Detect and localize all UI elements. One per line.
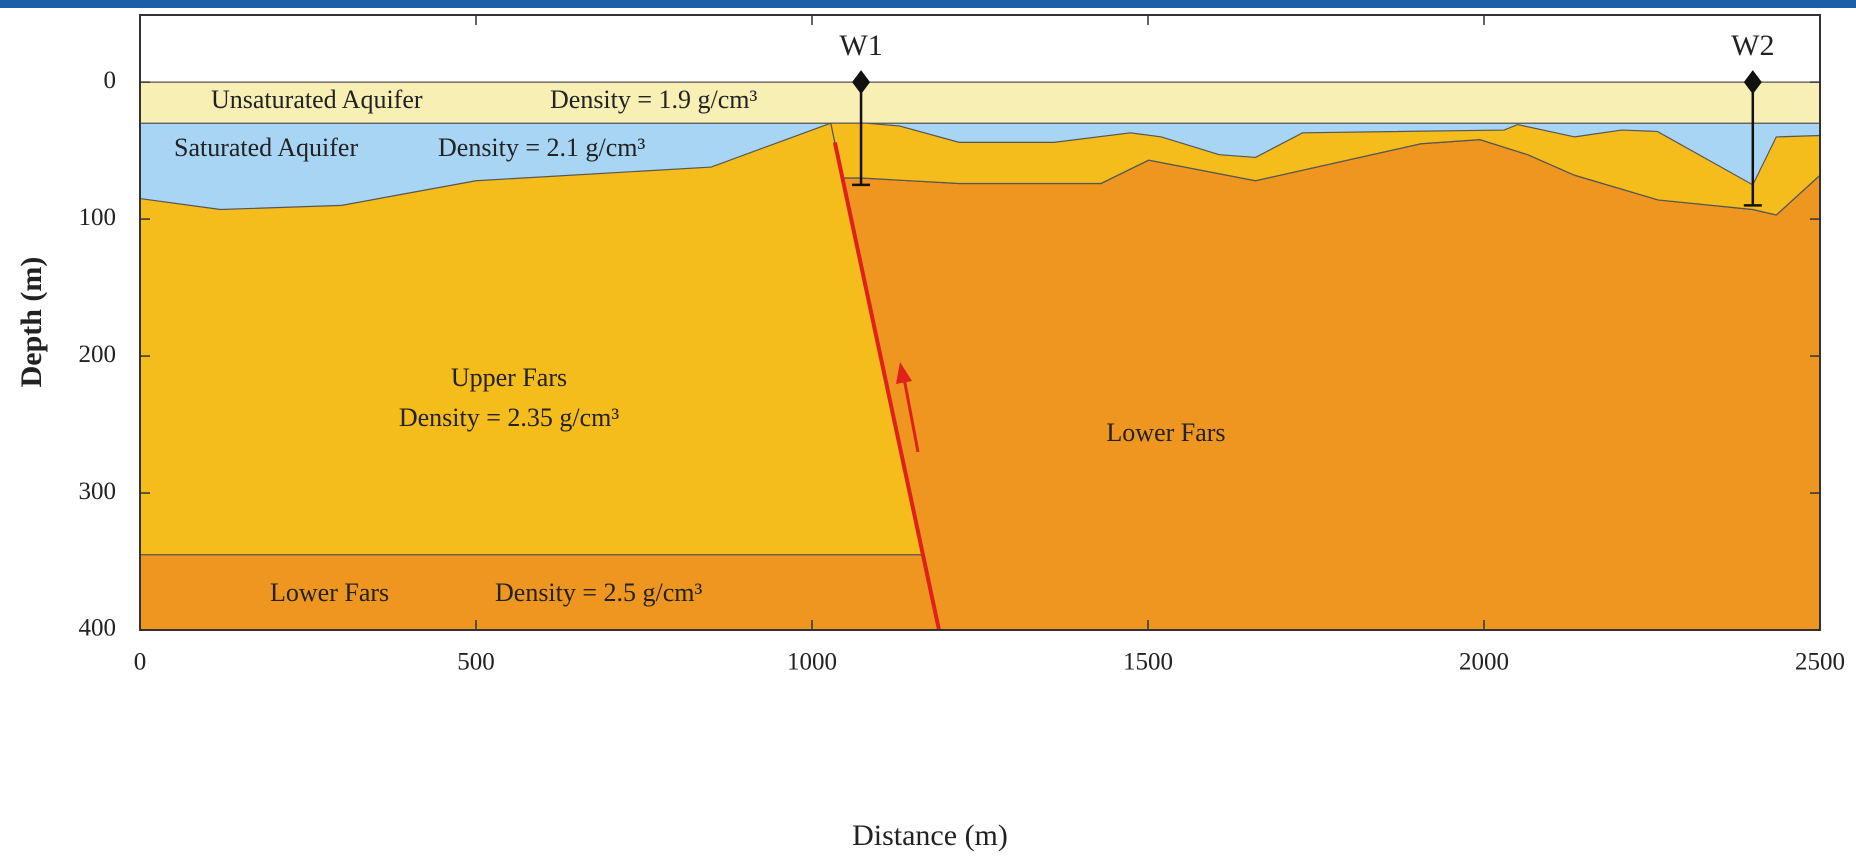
x-tick-label: 0	[134, 649, 147, 676]
fault-arrow-head	[896, 362, 912, 384]
well-head	[1743, 70, 1762, 95]
layers	[139, 81, 1821, 631]
plot-frame	[139, 14, 1821, 631]
layer-name: Lower Fars	[1106, 418, 1225, 447]
layer-area	[139, 122, 924, 556]
layer-name: Lower Fars	[270, 578, 389, 607]
x-tick-label: 500	[457, 649, 495, 676]
well-name: W1	[839, 29, 882, 62]
layer-density: Density = 2.1 g/cm³	[438, 133, 646, 162]
x-tick-label: 2500	[1795, 649, 1845, 676]
x-tick-label: 1500	[1123, 649, 1173, 676]
fault-arrow-shaft	[902, 377, 920, 453]
fault-arrow	[896, 362, 920, 453]
y-axis-label: Depth (m)	[15, 257, 48, 388]
layer-density: Density = 2.35 g/cm³	[399, 403, 620, 432]
x-tick-label: 2000	[1459, 649, 1509, 676]
layer-area	[841, 139, 1821, 631]
layer-density: Density = 1.9 g/cm³	[550, 85, 758, 114]
y-tick-label: 0	[104, 67, 117, 94]
y-tick-label: 400	[79, 615, 117, 642]
x-axis-label: Distance (m)	[852, 819, 1008, 852]
layer-area	[830, 122, 1821, 216]
layer-name: Upper Fars	[451, 363, 567, 392]
well-name: W2	[1731, 29, 1774, 62]
fault-line	[832, 141, 941, 631]
x-tick-label: 1000	[787, 649, 837, 676]
layer-density: Density = 2.5 g/cm³	[495, 578, 703, 607]
y-tick-label: 200	[79, 341, 117, 368]
top-bar	[0, 0, 1856, 8]
y-tick-label: 100	[79, 204, 117, 231]
well-head	[852, 70, 871, 95]
y-tick-label: 300	[79, 478, 117, 505]
layer-name: Unsaturated Aquifer	[211, 85, 423, 114]
layer-name: Saturated Aquifer	[174, 133, 358, 162]
